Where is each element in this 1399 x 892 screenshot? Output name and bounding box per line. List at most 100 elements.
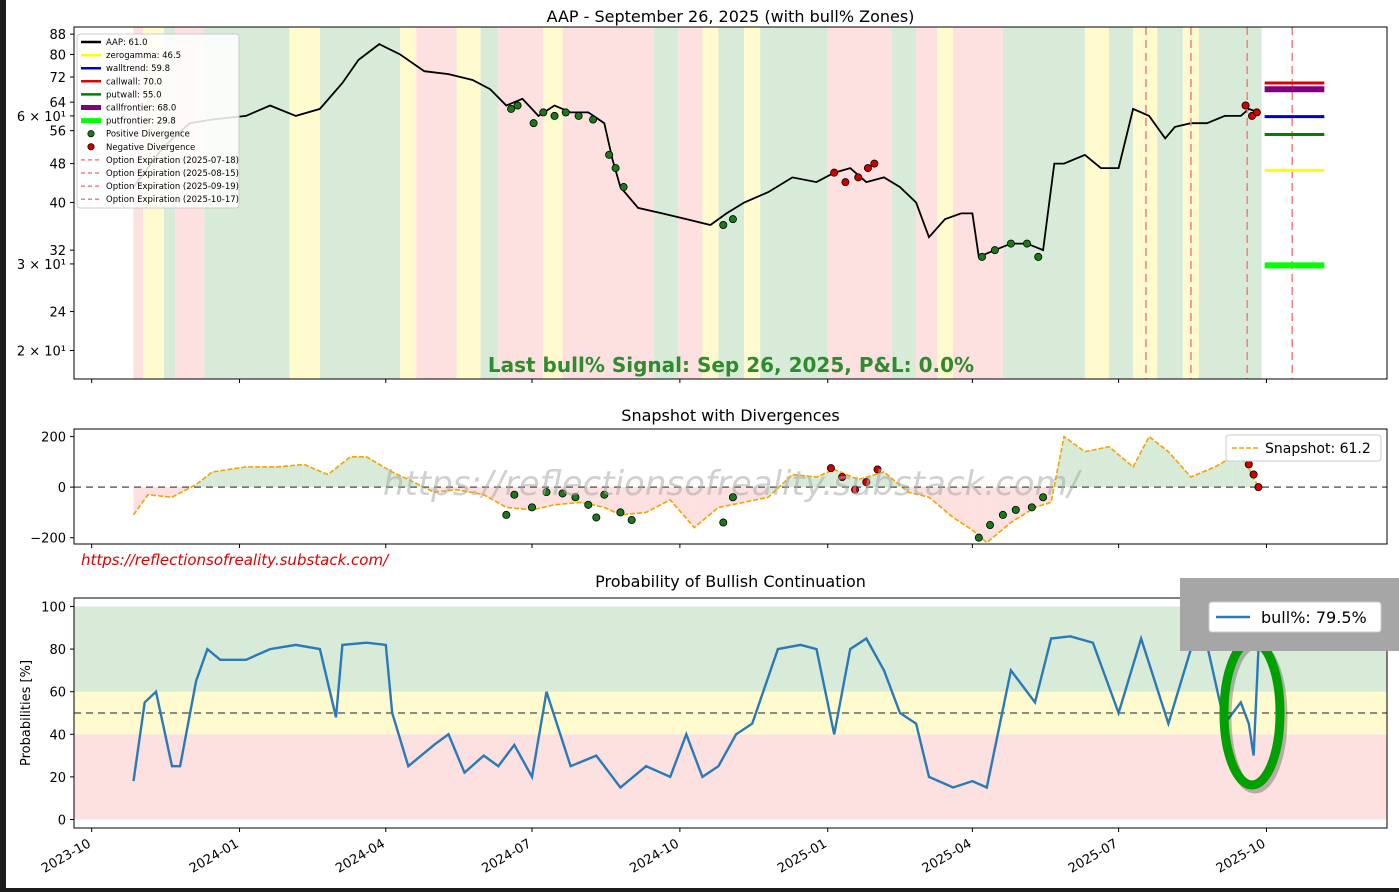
price-line — [132, 43, 1259, 259]
legend-label: callfrontier: 68.0 — [106, 104, 176, 114]
positive-divergence-point — [627, 515, 636, 524]
positive-divergence-point — [589, 115, 598, 124]
legend-label: Option Expiration (2025-07-18) — [106, 156, 239, 166]
legend-label: Option Expiration (2025-10-17) — [106, 195, 239, 205]
zone-band — [1133, 27, 1158, 379]
snapshot-area — [604, 487, 621, 515]
snapshot-area — [1168, 451, 1191, 488]
y-tick-label: 64 — [49, 96, 66, 111]
y-tick-label: 0 — [58, 481, 66, 496]
positive-divergence-point — [1034, 252, 1043, 261]
zone-band — [400, 27, 417, 379]
x-tick-label: 2024-07 — [479, 836, 534, 876]
legend-label: Negative Divergence — [106, 143, 195, 153]
positive-divergence-point — [1023, 239, 1032, 248]
negative-divergence-point — [1244, 460, 1253, 469]
negative-divergence-point — [851, 485, 860, 494]
positive-divergence-point — [998, 510, 1007, 519]
probability-legend — [1208, 601, 1382, 633]
snapshot-area — [972, 487, 987, 543]
snapshot-area — [433, 487, 457, 493]
positive-divergence-point — [600, 490, 609, 499]
zone-band — [562, 27, 655, 379]
snapshot-chart-title: Snapshot with Divergences — [621, 406, 839, 425]
snapshot-area — [1063, 436, 1085, 488]
positive-divergence-point — [592, 513, 601, 522]
legend-marker — [87, 130, 95, 138]
y-tick-label: 40 — [49, 728, 66, 743]
negative-divergence-point — [841, 178, 850, 187]
positive-divergence-point — [719, 220, 728, 229]
positive-divergence-point — [728, 215, 737, 224]
x-tick-label: 2025-07 — [1066, 836, 1121, 876]
positive-divergence-point — [539, 108, 548, 117]
negative-divergence-point — [1249, 470, 1258, 479]
snapshot-area — [350, 456, 367, 488]
zone-band — [827, 27, 893, 379]
negative-divergence-point — [838, 473, 847, 482]
y-tick-label: 32 — [49, 244, 66, 259]
snapshot-area — [744, 487, 769, 503]
snapshot-area — [1133, 436, 1150, 488]
negative-divergence-point — [854, 173, 863, 182]
legend-label: walltrend: 59.8 — [106, 64, 170, 74]
chart-canvas: AAP - September 26, 2025 (with bull% Zon… — [17, 7, 1399, 877]
legend-label: callwall: 70.0 — [106, 77, 162, 87]
price-chart-frame — [73, 26, 1388, 380]
zone-band — [718, 27, 745, 379]
zone-band — [456, 27, 481, 379]
probability-chart-title: Probability of Bullish Continuation — [595, 572, 866, 591]
positive-divergence-point — [571, 493, 580, 502]
positive-divergence-point — [1039, 493, 1048, 502]
negative-divergence-point — [826, 464, 835, 473]
snapshot-area — [1084, 446, 1109, 488]
positive-divergence-point — [502, 510, 511, 519]
y-tick-label: 2 × 10¹ — [17, 344, 66, 359]
y-tick-label: 72 — [49, 71, 66, 86]
watermark-text: https://reflectionsofreality.substack.co… — [383, 464, 1083, 504]
zone-band — [1002, 27, 1036, 379]
positive-divergence-point — [986, 521, 995, 530]
zone-band — [937, 27, 954, 379]
y-tick-label: 40 — [49, 196, 66, 211]
zone-band — [953, 27, 1003, 379]
y-tick-label: −200 — [30, 532, 66, 547]
probability-chart-frame — [73, 597, 1388, 829]
figure: AAP - September 26, 2025 (with bull% Zon… — [6, 0, 1399, 888]
negative-divergence-point — [862, 478, 871, 487]
y-tick-label: 80 — [49, 49, 66, 64]
legend-label: Option Expiration (2025-09-19) — [106, 182, 239, 192]
positive-divergence-point — [619, 183, 628, 192]
legend-label: AAP: 61.0 — [106, 38, 147, 48]
x-tick-label: 2024-04 — [333, 836, 388, 876]
positive-divergence-point — [561, 108, 570, 117]
snapshot-area — [670, 487, 695, 528]
zone-band — [744, 27, 761, 379]
snapshot-legend-label: Snapshot: 61.2 — [1265, 441, 1371, 457]
legend-label: putwall: 55.0 — [106, 90, 162, 100]
snapshot-area — [133, 487, 148, 515]
positive-divergence-point — [574, 111, 583, 120]
snapshot-area — [303, 464, 328, 488]
negative-divergence-point — [873, 465, 882, 474]
probability-band — [74, 734, 1387, 820]
positive-divergence-point — [550, 111, 559, 120]
positive-divergence-point — [529, 119, 538, 128]
snapshot-area — [1149, 436, 1169, 488]
snapshot-area — [1232, 456, 1246, 488]
y-tick-label: 88 — [49, 28, 66, 43]
zone-band — [358, 27, 401, 379]
zone-band — [1084, 27, 1109, 379]
snapshot-area — [483, 487, 507, 508]
substack-link[interactable]: https://reflectionsofreality.substack.co… — [81, 551, 389, 569]
probability-band — [74, 606, 1387, 692]
snapshot-area — [646, 487, 671, 513]
snapshot-area — [816, 469, 835, 488]
positive-divergence-point — [507, 104, 516, 113]
positive-divergence-point — [605, 150, 614, 159]
y-tick-label: 3 × 10¹ — [17, 258, 66, 273]
snapshot-area — [366, 456, 393, 488]
y-tick-label: 24 — [49, 306, 66, 321]
positive-divergence-point — [974, 533, 983, 542]
snapshot-area — [928, 487, 954, 518]
